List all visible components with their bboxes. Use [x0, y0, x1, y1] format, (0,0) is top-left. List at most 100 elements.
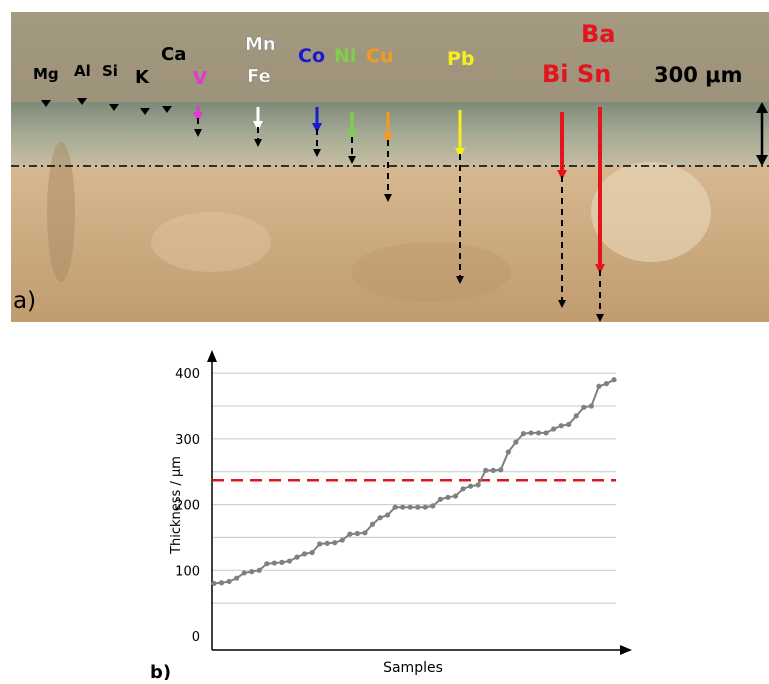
gridlines — [212, 372, 616, 604]
element-label-fe: Fe — [247, 66, 271, 87]
element-label-si: Si — [102, 62, 118, 80]
data-point — [324, 540, 330, 546]
thickness-chart: 0 100 200 300 400 Thickness / μm Samples b) — [0, 340, 769, 683]
data-point — [611, 377, 617, 383]
data-point — [558, 423, 564, 429]
data-point — [588, 403, 594, 409]
penetration-arrow-co — [312, 107, 322, 157]
data-point — [249, 569, 255, 575]
data-point — [279, 559, 285, 565]
data-point — [535, 430, 542, 436]
arrow-k — [140, 108, 150, 115]
data-point — [256, 567, 262, 573]
x-axis-label: Samples — [383, 660, 443, 676]
penetration-arrow-pb — [455, 110, 465, 284]
data-point — [392, 504, 398, 510]
element-label-k: K — [135, 67, 150, 88]
data-point — [332, 540, 338, 546]
scale-label: 300 μm — [654, 63, 742, 87]
data-point — [377, 515, 383, 521]
mount-background — [11, 12, 769, 102]
data-point — [286, 558, 293, 564]
cross-section-micrograph: 300 μm a) Mg Al Si K Ca V Mn Fe Co Ni Cu Pb Bi Ba Sn — [11, 12, 769, 322]
data-point — [264, 561, 270, 567]
data-point — [490, 467, 496, 473]
data-point — [301, 551, 308, 557]
data-point — [528, 430, 534, 436]
data-point — [445, 494, 451, 500]
element-label-bi: Bi — [542, 60, 569, 88]
data-point — [369, 521, 376, 527]
x-axis-arrow-icon — [620, 645, 632, 655]
data-point — [543, 430, 549, 436]
panel-b-label: b) — [150, 662, 171, 680]
y-axis-label: Thickness / μm — [169, 456, 184, 555]
penetration-arrow-v — [193, 106, 203, 137]
y-tick-label: 0 — [192, 630, 200, 645]
data-point — [437, 496, 444, 502]
arrow-mg — [41, 100, 51, 107]
data-point — [271, 560, 277, 566]
arrow-al — [77, 98, 87, 105]
data-point — [294, 554, 300, 560]
data-point — [400, 504, 406, 510]
element-label-al: Al — [74, 62, 91, 80]
data-point — [573, 413, 579, 419]
y-tick-label: 300 — [175, 433, 200, 448]
arrow-ca — [162, 106, 172, 113]
data-point — [551, 426, 557, 432]
data-point — [354, 530, 360, 537]
data-point — [468, 483, 474, 489]
data-point — [566, 421, 572, 427]
y-axis-arrow-icon — [207, 350, 217, 362]
data-point — [384, 512, 391, 518]
element-label-ni: Ni — [334, 45, 356, 67]
arrow-si — [109, 104, 119, 111]
panel-a-label: a) — [13, 288, 36, 314]
series-line — [213, 378, 615, 585]
y-tick-label: 400 — [175, 367, 200, 382]
data-point — [475, 482, 481, 488]
data-point — [234, 575, 240, 581]
data-point — [226, 578, 232, 585]
penetration-arrow-fe — [253, 107, 263, 147]
element-label-pb: Pb — [447, 48, 475, 70]
element-label-sn: Sn — [577, 60, 611, 88]
element-label-mn: Mn — [245, 34, 276, 55]
data-point — [596, 383, 602, 389]
element-label-co: Co — [298, 45, 325, 67]
data-point — [309, 549, 315, 556]
scale-bar — [756, 102, 768, 166]
data-point — [407, 504, 413, 510]
element-label-ca: Ca — [161, 44, 186, 65]
data-point — [347, 531, 353, 537]
penetration-arrow-bi — [557, 112, 567, 308]
data-point — [460, 486, 466, 492]
data-point — [317, 541, 323, 547]
penetration-arrow-ni — [347, 112, 357, 164]
data-point — [422, 504, 428, 510]
data-point — [498, 467, 504, 473]
penetration-arrow-sn — [595, 107, 605, 322]
data-point — [430, 503, 436, 509]
data-point — [603, 381, 610, 387]
data-point — [211, 580, 217, 587]
element-label-cu: Cu — [366, 45, 393, 67]
element-label-ba: Ba — [581, 20, 616, 48]
data-point — [483, 467, 489, 473]
data-point — [362, 530, 368, 536]
data-point — [218, 580, 225, 586]
data-point — [241, 570, 247, 576]
data-point — [339, 537, 345, 543]
data-point — [505, 449, 511, 455]
data-point — [581, 404, 587, 410]
y-tick-label: 200 — [175, 499, 200, 514]
data-point — [415, 504, 421, 510]
data-point — [513, 439, 519, 445]
data-point — [452, 493, 459, 499]
data-point — [520, 431, 527, 437]
element-label-mg: Mg — [33, 65, 59, 83]
y-tick-label: 100 — [175, 564, 200, 579]
element-label-v: V — [193, 68, 207, 89]
penetration-arrow-cu — [383, 112, 393, 202]
